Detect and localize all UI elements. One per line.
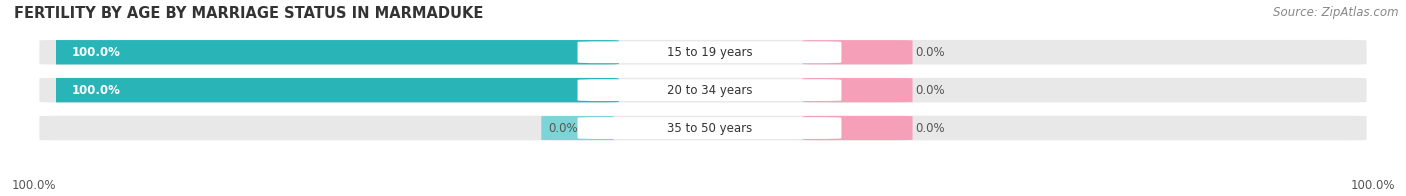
FancyBboxPatch shape xyxy=(803,116,912,140)
Text: 100.0%: 100.0% xyxy=(11,179,56,192)
Text: 100.0%: 100.0% xyxy=(1350,179,1395,192)
Text: FERTILITY BY AGE BY MARRIAGE STATUS IN MARMADUKE: FERTILITY BY AGE BY MARRIAGE STATUS IN M… xyxy=(14,6,484,21)
Text: Source: ZipAtlas.com: Source: ZipAtlas.com xyxy=(1274,6,1399,19)
Text: 0.0%: 0.0% xyxy=(915,46,945,59)
FancyBboxPatch shape xyxy=(39,116,1367,140)
FancyBboxPatch shape xyxy=(803,40,912,64)
Text: 100.0%: 100.0% xyxy=(72,46,121,59)
FancyBboxPatch shape xyxy=(39,40,1367,65)
Text: 0.0%: 0.0% xyxy=(915,122,945,134)
FancyBboxPatch shape xyxy=(578,79,841,101)
Text: 100.0%: 100.0% xyxy=(72,84,121,97)
FancyBboxPatch shape xyxy=(44,78,619,102)
FancyBboxPatch shape xyxy=(541,116,614,140)
Text: 0.0%: 0.0% xyxy=(915,84,945,97)
Text: 0.0%: 0.0% xyxy=(548,122,578,134)
FancyBboxPatch shape xyxy=(44,40,619,64)
FancyBboxPatch shape xyxy=(578,41,841,63)
Text: 15 to 19 years: 15 to 19 years xyxy=(666,46,752,59)
FancyBboxPatch shape xyxy=(39,78,1367,103)
FancyBboxPatch shape xyxy=(578,117,841,139)
Text: 20 to 34 years: 20 to 34 years xyxy=(666,84,752,97)
FancyBboxPatch shape xyxy=(803,78,912,102)
Text: 35 to 50 years: 35 to 50 years xyxy=(666,122,752,134)
